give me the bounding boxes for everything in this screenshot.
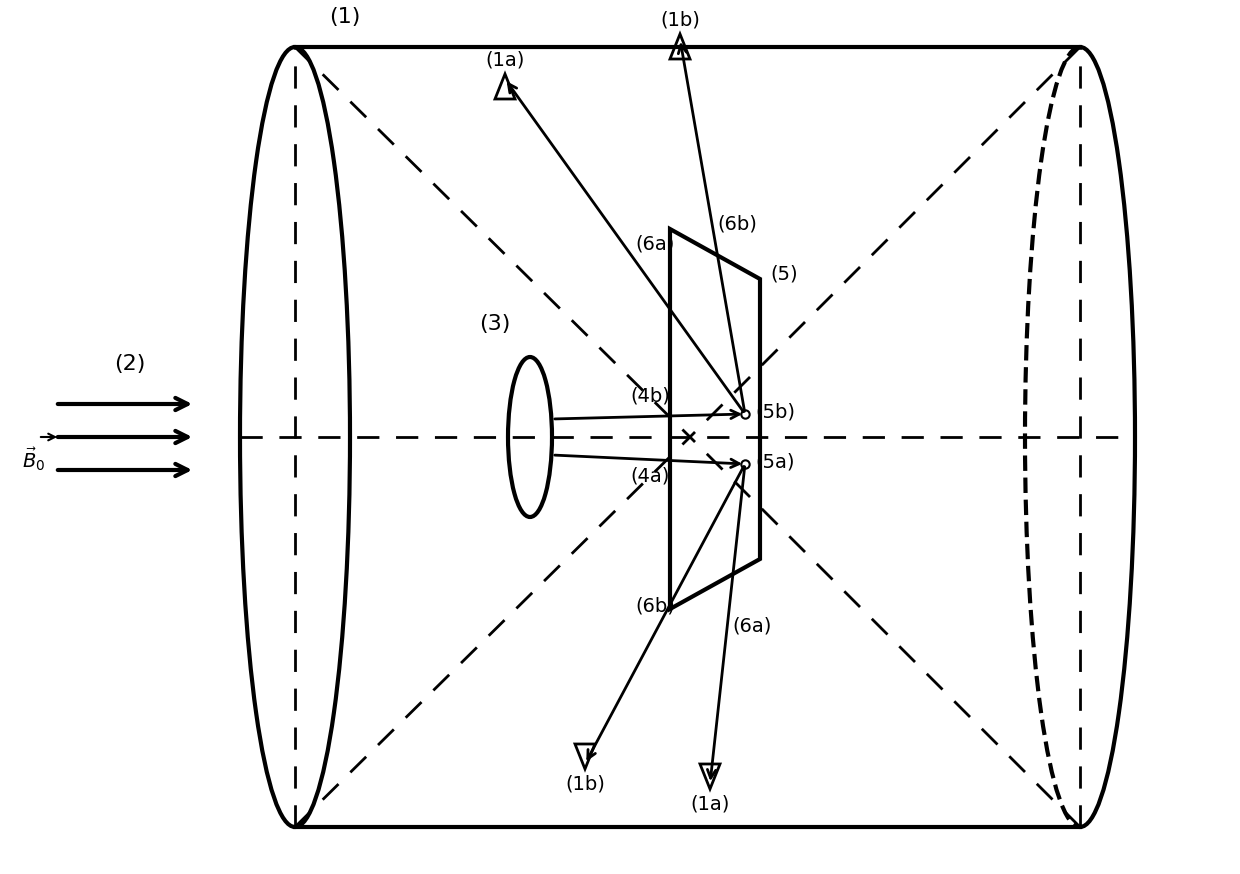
Text: (5b): (5b): [755, 403, 795, 421]
Text: (6a): (6a): [635, 234, 675, 253]
Text: (1a): (1a): [485, 50, 525, 69]
Text: (4b): (4b): [630, 387, 670, 406]
Text: (1a): (1a): [691, 794, 729, 813]
Text: (4a): (4a): [630, 466, 670, 485]
Text: (6b): (6b): [635, 597, 675, 616]
Text: (1b): (1b): [565, 774, 605, 793]
Text: (6a): (6a): [733, 617, 771, 636]
Text: (1): (1): [330, 7, 361, 27]
Text: (6b): (6b): [718, 214, 758, 233]
Text: (5a): (5a): [755, 453, 795, 471]
Text: (2): (2): [114, 354, 145, 374]
Text: (1b): (1b): [660, 10, 699, 29]
Text: $\vec{B}_0$: $\vec{B}_0$: [22, 445, 46, 473]
Text: (3): (3): [480, 314, 511, 334]
Text: (5): (5): [770, 265, 797, 284]
